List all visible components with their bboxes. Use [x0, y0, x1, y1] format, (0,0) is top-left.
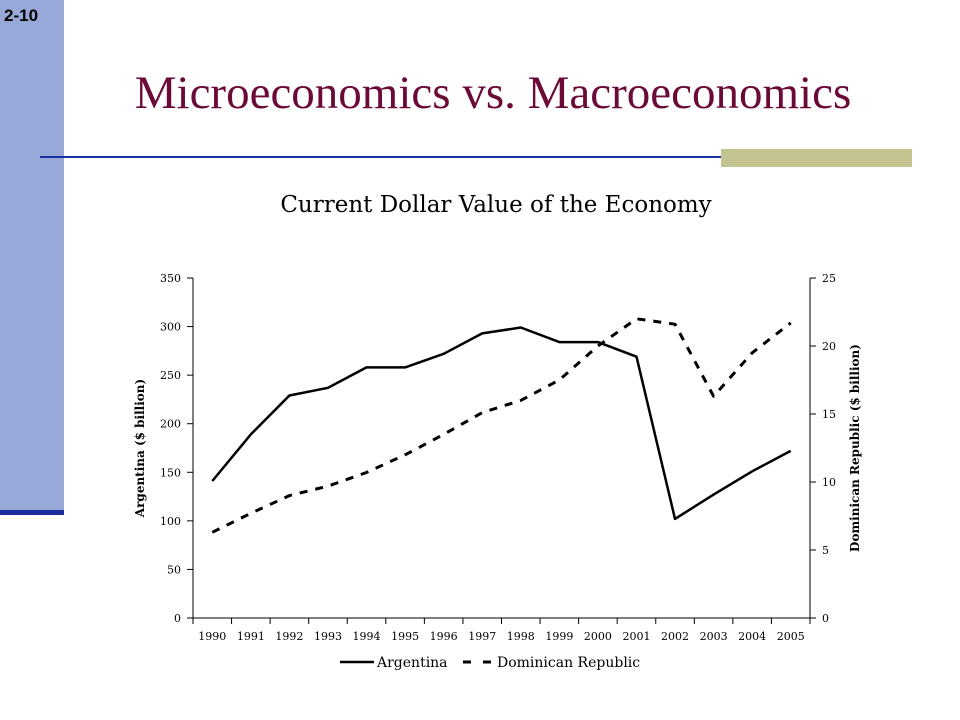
- x-tick-label: 1998: [507, 630, 535, 643]
- left-tick-label: 0: [174, 612, 181, 625]
- x-axis-ticks: 1990 1991 1992 1993 1994 1995 1996 1997 1998 1999…: [192, 618, 811, 643]
- x-tick-label: 1996: [430, 630, 458, 643]
- x-tick-label: 1992: [275, 630, 303, 643]
- x-tick-label: 2000: [584, 630, 612, 643]
- title-rule: [40, 156, 912, 158]
- chart-axes: [192, 278, 811, 619]
- slide-number: 2-10: [4, 6, 39, 25]
- right-tick-label: 5: [822, 544, 829, 557]
- slide-title: Microeconomics vs. Macroeconomics: [134, 67, 852, 119]
- chart-legend: Argentina Dominican Republic: [340, 655, 640, 671]
- right-tick-label: 25: [822, 272, 836, 285]
- x-tick-label: 1995: [391, 630, 419, 643]
- legend-label-dominican-republic: Dominican Republic: [497, 655, 640, 671]
- right-tick-label: 10: [822, 476, 836, 489]
- x-tick-label: 2002: [661, 630, 689, 643]
- right-tick-label: 20: [822, 340, 836, 353]
- series-line-argentina: [211, 326, 792, 521]
- slide-sidebar: [0, 0, 64, 512]
- right-tick-label: 0: [822, 612, 829, 625]
- left-tick-label: 150: [160, 466, 181, 479]
- x-tick-label: 1991: [237, 630, 265, 643]
- x-tick-label: 1994: [353, 630, 381, 643]
- left-tick-label: 250: [160, 369, 181, 382]
- chart-series: [211, 317, 792, 534]
- x-tick-label: 2001: [622, 630, 650, 643]
- x-tick-label: 2004: [738, 630, 766, 643]
- left-tick-label: 50: [167, 563, 181, 576]
- left-tick-label: 350: [160, 272, 181, 285]
- left-tick-label: 200: [160, 418, 181, 431]
- x-tick-label: 2005: [777, 630, 805, 643]
- x-tick-label: 1993: [314, 630, 342, 643]
- left-axis-ticks: 0 50 100 150 200 250 300 350: [160, 272, 193, 625]
- left-tick-label: 100: [160, 515, 181, 528]
- right-axis-ticks: 0 5 10 15 20 25: [810, 272, 836, 625]
- sidebar-underline: [0, 510, 64, 515]
- x-tick-label: 1990: [198, 630, 226, 643]
- title-accent-bar: [721, 149, 912, 167]
- x-tick-label: 1999: [545, 630, 573, 643]
- legend-label-argentina: Argentina: [376, 655, 448, 671]
- chart-title: Current Dollar Value of the Economy: [280, 192, 711, 218]
- right-axis-label: Dominican Republic ($ billion): [848, 344, 862, 552]
- left-axis-label: Argentina ($ billion): [133, 379, 147, 518]
- right-tick-label: 15: [822, 408, 836, 421]
- x-tick-label: 1997: [468, 630, 496, 643]
- left-tick-label: 300: [160, 321, 181, 334]
- x-tick-label: 2003: [700, 630, 728, 643]
